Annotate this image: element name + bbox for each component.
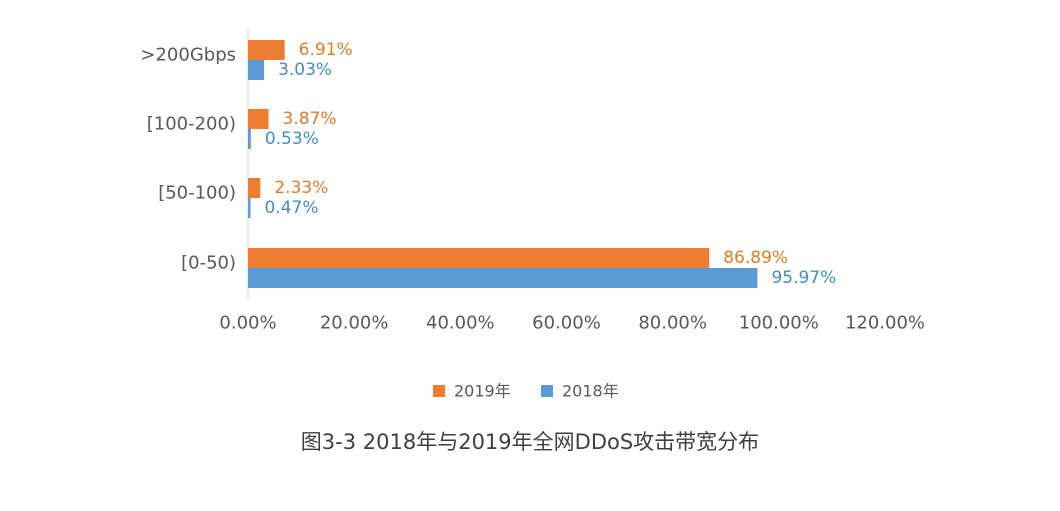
data-labels: 6.91% 3.87% 2.33% 86.89% 3.03% 0.53% 0.47% 95.9…	[264, 40, 836, 288]
legend-swatch-2018	[541, 385, 553, 397]
data-label-2018: 0.47%	[264, 198, 318, 218]
x-tick-label: 40.00%	[426, 313, 495, 334]
category-label: [0-50)	[181, 253, 236, 274]
legend-swatch-2019	[433, 385, 445, 397]
data-label-2018: 0.53%	[265, 129, 319, 149]
bar-2018	[248, 268, 758, 288]
data-label-2019: 6.91%	[299, 40, 353, 60]
data-label-2018: 3.03%	[278, 60, 332, 80]
bars	[248, 40, 758, 288]
bar-2018	[248, 129, 251, 149]
category-labels: >200Gbps [100-200) [50-100) [0-50)	[140, 45, 236, 274]
data-label-2019: 86.89%	[723, 248, 788, 268]
data-label-2019: 3.87%	[283, 109, 337, 129]
x-tick-label: 80.00%	[638, 313, 707, 334]
category-label: [50-100)	[158, 183, 236, 204]
category-label: >200Gbps	[140, 45, 236, 66]
data-label-2019: 2.33%	[274, 178, 328, 198]
x-axis-tick-labels: 0.00% 20.00% 40.00% 60.00% 80.00% 100.00% 120.…	[219, 313, 925, 334]
bar-2018	[248, 198, 251, 218]
bar-2018	[248, 60, 265, 80]
x-tick-label: 60.00%	[532, 313, 601, 334]
data-label-2018: 95.97%	[771, 268, 836, 288]
bar-2019	[248, 248, 710, 268]
bar-2019	[248, 109, 269, 129]
bar-2019	[248, 40, 285, 60]
legend-label-2018: 2018年	[562, 382, 619, 401]
x-tick-label: 120.00%	[845, 313, 925, 334]
legend: 2019年 2018年	[433, 382, 619, 401]
x-tick-label: 20.00%	[320, 313, 389, 334]
x-tick-label: 0.00%	[219, 313, 276, 334]
category-label: [100-200)	[147, 114, 236, 135]
bar-2019	[248, 178, 261, 198]
legend-label-2019: 2019年	[454, 382, 511, 401]
figure-caption: 图3-3 2018年与2019年全网DDoS攻击带宽分布	[300, 430, 760, 454]
x-tick-label: 100.00%	[739, 313, 819, 334]
